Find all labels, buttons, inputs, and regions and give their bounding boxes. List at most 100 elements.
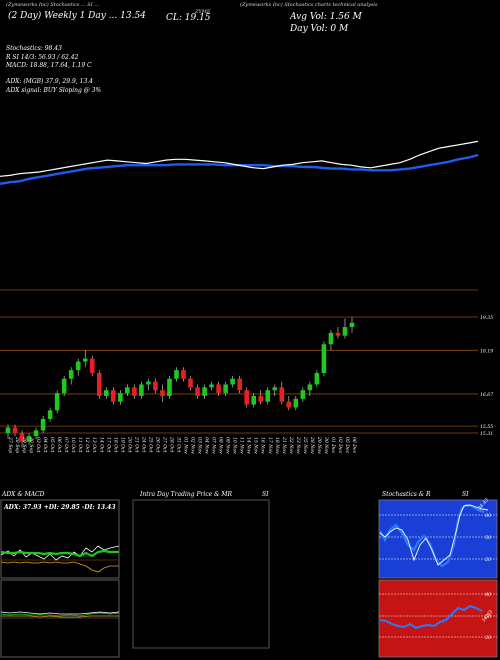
candle-body (230, 378, 235, 385)
rsi-line (379, 604, 483, 630)
adx-panel-label: ADX: 37.93 +DI: 29.85 -DI: 13.43 (3, 504, 116, 511)
avg-volume-text: Avg Vol: 1.56 M (290, 12, 362, 22)
x-tick-label: 27 Sep (7, 436, 13, 453)
date-range-text: (2 Day) Weekly 1 Day ... 13.54 (8, 11, 146, 21)
candle-body (139, 384, 144, 396)
candle-body (132, 387, 137, 396)
stoch-panel-title: Stochastics & R (382, 491, 431, 498)
candle-body (258, 395, 264, 402)
stoch-panel (378, 499, 498, 579)
header-line-a: (Zymeworks Inc) Stochastics ... SI ... (6, 2, 100, 8)
x-tick-label: 09 Nov (225, 437, 231, 454)
minus-di-line (0, 561, 119, 573)
x-tick-label: 29 Sep (21, 436, 27, 453)
candle-body (209, 384, 214, 388)
macd-zero-line (1, 615, 119, 618)
candle-body (328, 332, 334, 345)
candle-body (19, 433, 25, 442)
candle-body (223, 384, 228, 394)
candle-body (216, 384, 221, 394)
rsi-tick-50: 50 (485, 614, 491, 620)
candle-body (54, 393, 60, 411)
x-tick-label: 07 Nov (211, 437, 217, 454)
adx-signal: ADX signal: BUY Sloping @ 3% (6, 87, 102, 94)
stoch-tick-50: 50 (485, 535, 491, 541)
ticker-tag: ZYME (195, 9, 211, 15)
x-tick-label: 10 Nov (232, 437, 238, 454)
macd-line (0, 611, 120, 615)
x-tick-label: 11 Oct (77, 437, 83, 453)
candle-body (279, 387, 285, 402)
x-tick-label: 27 Oct (161, 436, 167, 453)
x-tick-label: 24 Oct (140, 436, 146, 453)
x-tick-label: 06 Oct (56, 437, 62, 453)
x-tick-label: 19 Oct (119, 437, 125, 453)
candle-body (26, 436, 32, 442)
stoch-panel-title-b: SI (462, 491, 469, 498)
candle-body (47, 410, 53, 419)
x-tick-label: 16 Nov (260, 437, 266, 454)
adx-panel (0, 499, 120, 579)
intraday-panel-title-b: SI (262, 491, 269, 498)
rsi-panel (378, 579, 498, 658)
candle-body (188, 378, 193, 388)
candle-body (125, 387, 130, 394)
x-tick-label: 01 Dec (330, 437, 336, 454)
rsi-tick-80: 80 (485, 592, 491, 598)
x-tick-label: 21 Nov (281, 436, 287, 454)
x-tick-label: 03 Nov (197, 437, 203, 454)
x-tick-label: 28 Sep (14, 436, 20, 453)
x-tick-label: 04 Oct (42, 437, 48, 453)
candle-body (82, 358, 88, 362)
rsi-tick-20: 20 (484, 635, 491, 641)
intraday-panel (132, 499, 270, 649)
level-label: 15.55 (480, 424, 493, 430)
x-tick-label: 22 Nov (288, 436, 294, 454)
candle-body (167, 378, 172, 396)
candle-body (335, 332, 341, 336)
x-tick-label: 05 Dec (344, 437, 350, 454)
x-tick-label: 30 Sep (28, 437, 34, 453)
candle-body (265, 390, 271, 402)
level-label: 18.19 (480, 348, 493, 354)
candle-body (349, 322, 355, 328)
x-tick-label: 12 Oct (84, 437, 90, 453)
x-tick-label: 15 Nov (253, 437, 259, 454)
candle-body (293, 398, 299, 408)
x-tick-label: 13 Oct (91, 437, 97, 453)
candle-body (342, 327, 348, 336)
x-tick-label: 06 Dec (351, 437, 357, 454)
x-tick-label: 29 Nov (316, 436, 322, 454)
candle-body (195, 387, 200, 396)
candle-body (307, 384, 313, 391)
x-tick-label: 26 Oct (154, 436, 160, 453)
x-tick-label: 17 Nov (267, 437, 273, 454)
x-tick-label: 17 Oct (105, 437, 111, 453)
x-tick-label: 18 Nov (274, 437, 280, 454)
candle-body (153, 381, 158, 391)
candle-body (181, 370, 186, 379)
close-price-text: CL: 19.15 (166, 13, 211, 23)
x-tick-label: 02 Nov (190, 437, 196, 454)
x-tick-label: 31 Oct (175, 437, 181, 453)
candle-body (61, 378, 67, 394)
x-tick-label: 14 Oct (98, 437, 104, 453)
x-tick-label: 20 Oct (126, 436, 132, 453)
x-tick-label: 18 Oct (112, 437, 118, 453)
adx-panel-title: ADX & MACD (2, 491, 45, 498)
candle-body (33, 430, 39, 437)
x-tick-label: 10 Oct (70, 437, 76, 453)
candle-body (174, 370, 179, 379)
candle-body (237, 378, 242, 391)
candle-body (251, 395, 257, 405)
x-tick-label: 08 Nov (218, 437, 224, 454)
x-tick-label: 21 Oct (133, 436, 139, 453)
candle-body (75, 361, 81, 371)
candle-body (68, 370, 74, 379)
x-tick-label: 03 Oct (35, 437, 41, 453)
macd-panel (0, 579, 120, 658)
candle-body (5, 427, 11, 434)
candle-body (286, 401, 292, 408)
